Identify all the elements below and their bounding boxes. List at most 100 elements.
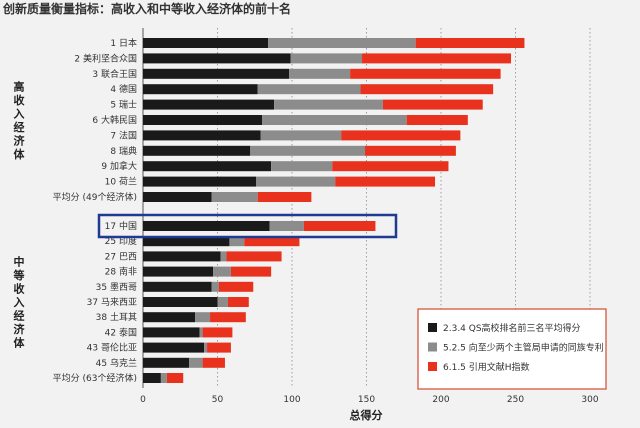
bar-3-series-1 [143, 68, 290, 79]
bar-11-series-1 [143, 192, 212, 202]
bar-10-series-3 [335, 176, 436, 187]
x-axis-label: 总得分 [350, 408, 383, 422]
category-label-18: 38 土耳其 [96, 311, 137, 323]
bar-12-series-2 [269, 221, 304, 231]
category-label-20: 43 哥伦比亚 [87, 342, 137, 354]
bar-19-series-3 [202, 327, 233, 338]
category-label-9: 9 加拿大 [101, 160, 137, 172]
legend: 2.3.4 QS高校排名前三名平均得分 5.2.5 向至少两个主管局申请的同族专利… [417, 308, 607, 390]
bar-22-series-2 [160, 373, 167, 383]
category-label-22: 平均分 (63个经济体) [53, 372, 137, 384]
bar-7-series-3 [341, 130, 461, 141]
bar-1-series-2 [268, 38, 416, 48]
bar-12-series-1 [143, 221, 270, 231]
bar-5-series-2 [274, 99, 383, 110]
bar-14-series-3 [226, 251, 282, 262]
bar-18-series-1 [143, 312, 196, 323]
bar-20-series-2 [204, 342, 208, 353]
bar-18-series-2 [195, 312, 211, 323]
bar-6-series-1 [143, 115, 263, 125]
bar-10-series-1 [143, 176, 257, 187]
category-label-4: 4 德国 [110, 83, 137, 95]
bar-6-series-2 [262, 115, 407, 125]
bar-14-series-1 [143, 251, 221, 262]
category-label-21: 45 乌克兰 [96, 357, 137, 369]
legend-label-1: 2.3.4 QS高校排名前三名平均得分 [443, 322, 581, 334]
bar-4-series-3 [360, 84, 494, 95]
x-ticks: 0 50 100 150 200 250 300 [140, 395, 599, 405]
chart-title: 创新质量衡量指标：高收入和中等收入经济体的前十名 [2, 1, 291, 16]
category-label-6: 6 大韩民国 [92, 114, 137, 126]
category-label-2: 2 美利坚合众国 [74, 52, 137, 64]
bar-15-series-2 [213, 266, 231, 277]
bar-7-series-2 [260, 130, 342, 141]
x-tick-label-100: 100 [283, 395, 300, 405]
x-tick-label-300: 300 [581, 395, 598, 405]
bar-12-series-3 [303, 221, 376, 231]
category-label-16: 35 墨西哥 [96, 282, 137, 293]
legend-label-2: 5.2.5 向至少两个主管局申请的同族专利 [443, 342, 604, 354]
bar-4-series-2 [257, 84, 361, 95]
bar-16-series-3 [218, 281, 254, 292]
bar-13-series-3 [244, 236, 300, 247]
bar-9-series-3 [332, 161, 449, 172]
x-tick-label-50: 50 [212, 395, 224, 405]
bar-11-series-3 [257, 192, 312, 202]
bar-2-series-1 [143, 53, 291, 64]
x-tick-label-200: 200 [432, 395, 449, 405]
group-label-1: 高收入经济体 [14, 79, 26, 161]
bar-15-series-3 [230, 266, 272, 277]
bar-21-series-1 [143, 357, 190, 368]
bar-21-series-3 [202, 357, 225, 368]
category-label-8: 8 瑞典 [110, 145, 137, 157]
legend-frame [417, 308, 607, 390]
category-label-11: 平均分 (49个经济体) [53, 191, 137, 203]
bar-15-series-1 [143, 266, 214, 277]
bar-1-series-1 [143, 38, 269, 48]
bar-8-series-1 [143, 145, 251, 156]
legend-label-3: 6.1.5 引用文献H指数 [443, 361, 530, 373]
bar-5-series-3 [382, 99, 483, 110]
bar-2-series-2 [290, 53, 363, 64]
legend-swatch-3 [428, 362, 437, 371]
bar-1-series-3 [415, 38, 525, 48]
bar-16-series-1 [143, 281, 212, 292]
bar-3-series-3 [350, 68, 501, 79]
category-label-10: 10 荷兰 [105, 176, 137, 188]
bars [143, 38, 525, 383]
bar-7-series-1 [143, 130, 261, 141]
bar-21-series-2 [189, 357, 203, 368]
bar-4-series-1 [143, 84, 258, 95]
category-label-15: 28 南非 [105, 266, 137, 278]
bar-18-series-3 [210, 312, 246, 323]
group-label-2: 中等收入经济体 [13, 255, 26, 350]
x-tick-label-250: 250 [507, 395, 524, 405]
bar-13-series-2 [229, 236, 245, 247]
legend-swatch-1 [428, 323, 437, 332]
bar-19-series-2 [199, 327, 203, 338]
bar-20-series-3 [207, 342, 231, 353]
bar-9-series-1 [143, 161, 272, 172]
category-label-19: 42 泰国 [105, 326, 137, 338]
bar-3-series-2 [289, 68, 351, 79]
bar-19-series-1 [143, 327, 200, 338]
bar-6-series-3 [406, 115, 468, 125]
category-label-1: 1 日本 [110, 37, 137, 49]
bar-17-series-2 [217, 297, 228, 307]
x-tick-label-0: 0 [140, 395, 146, 405]
category-label-7: 7 法国 [110, 129, 137, 141]
bar-17-series-1 [143, 297, 218, 307]
bar-22-series-3 [166, 373, 184, 383]
bar-16-series-2 [211, 281, 219, 292]
category-label-5: 5 瑞士 [110, 99, 137, 111]
bar-14-series-2 [220, 251, 227, 262]
legend-swatch-2 [428, 342, 437, 352]
bar-8-series-3 [365, 145, 456, 156]
category-label-17: 37 马来西亚 [87, 297, 137, 308]
bar-8-series-2 [250, 145, 366, 156]
bar-22-series-1 [143, 373, 161, 383]
bar-20-series-1 [143, 342, 205, 353]
bar-13-series-1 [143, 236, 230, 247]
